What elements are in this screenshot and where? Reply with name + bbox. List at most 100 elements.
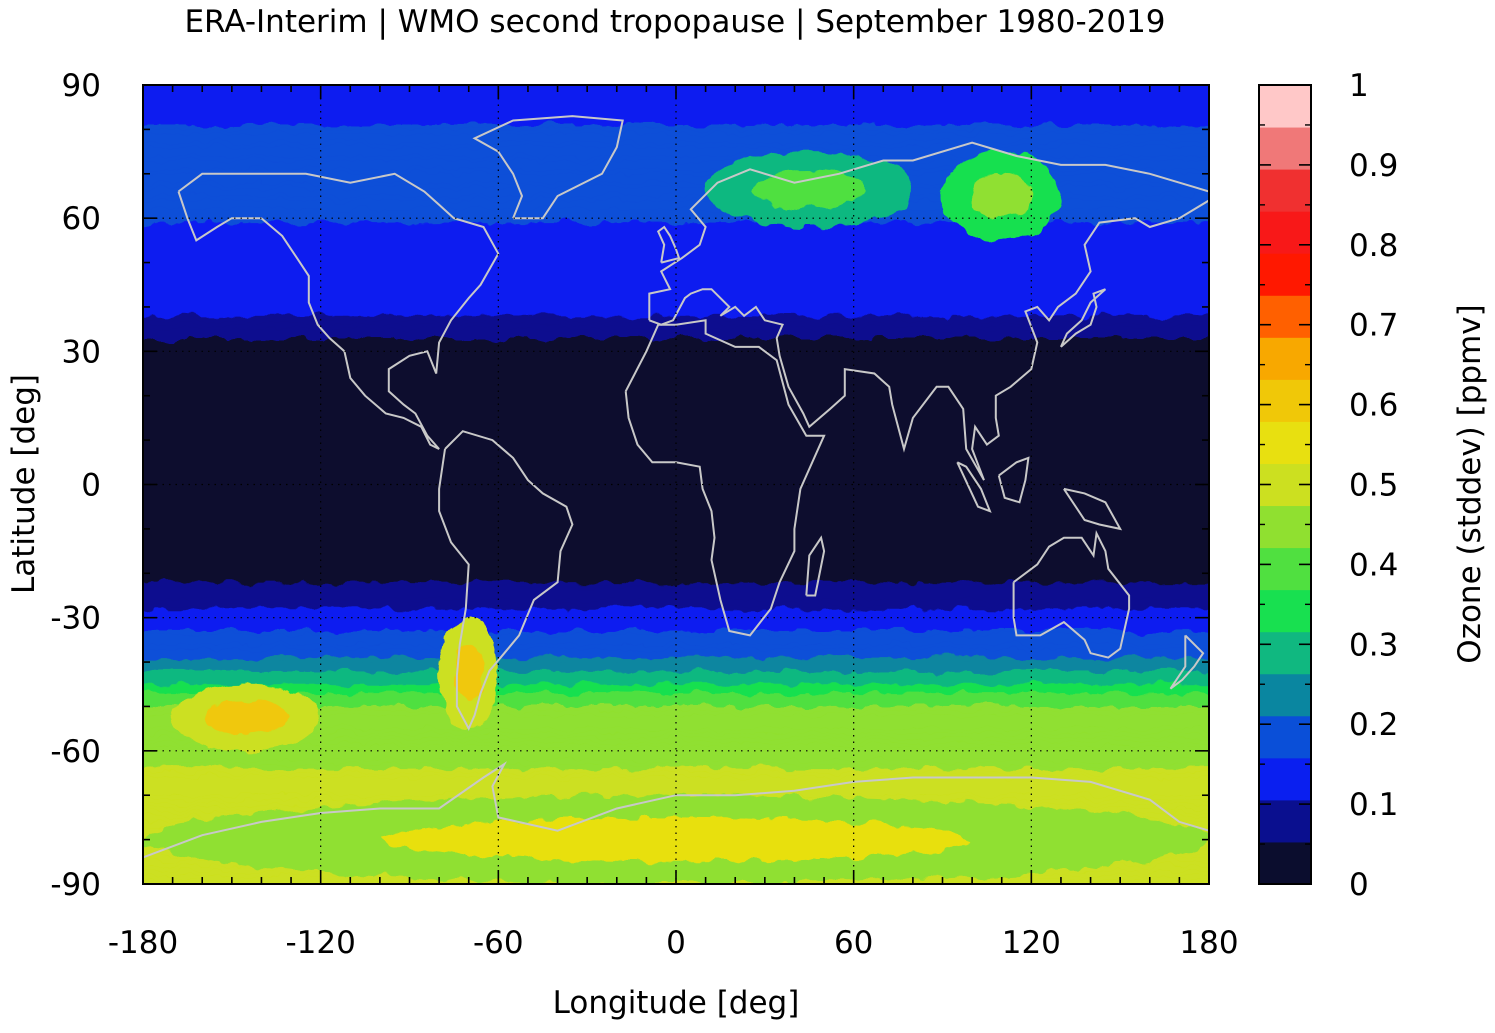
field-band [143,626,1209,632]
colorbar-segment [1259,799,1311,843]
field-band [143,475,1209,481]
field-band [143,364,1209,370]
field-band [143,684,1209,690]
colorbar-segment [1259,169,1311,212]
field-band [143,506,1209,512]
grid-lines [143,85,1209,884]
field-band [143,688,1209,694]
y-axis-label: Latitude [deg] [6,374,42,594]
field-band [143,182,1209,188]
field-band [143,595,1209,601]
y-tick-label: -90 [50,867,101,903]
coastline [1012,529,1131,659]
field-band [143,391,1209,397]
field-band [143,644,1209,650]
field-band [143,293,1209,299]
field-band [143,422,1209,428]
field-band [143,608,1209,614]
field-band [143,240,1209,246]
colorbar-tick-label: 0.2 [1349,707,1398,743]
field-band [143,750,1209,756]
field-band [143,568,1209,574]
field-band [143,702,1209,708]
field-band [143,346,1209,352]
colorbar-segment [1259,127,1311,170]
field-band [143,324,1209,330]
colorbar-tick-label: 0.9 [1349,148,1398,184]
field-band [143,764,1209,770]
field-region-core [205,700,288,735]
field-band [143,773,1209,779]
field-band [143,222,1209,228]
field-band [143,431,1209,437]
field-band [143,280,1209,286]
field-band [143,511,1209,517]
colorbar-tick-label: 0 [1349,867,1369,903]
field-band [143,693,1209,699]
field-band [143,630,1209,637]
field-band [143,559,1209,565]
field-band [143,591,1209,597]
x-tick-label: 0 [666,925,686,961]
field-band [143,515,1209,521]
field-band [143,262,1209,268]
field-band [143,209,1209,215]
colorbar-tick-label: 0.3 [1349,627,1398,663]
field-band [143,724,1209,730]
field-band [143,235,1209,241]
colorbar-segment [1259,757,1311,801]
field-band [143,768,1209,774]
field-band [143,373,1209,379]
field-band [143,413,1209,419]
field-band [143,404,1209,410]
colorbar-tick-label: 0.4 [1349,547,1398,583]
coastline [1169,634,1205,690]
field-band [143,790,1209,796]
field-band [143,169,1209,175]
field-band [143,741,1209,747]
field-band [143,639,1209,645]
field-band [123,888,1229,893]
field-band [143,107,1209,113]
field-band [143,617,1209,623]
field-band [143,528,1209,534]
field-band [143,448,1209,455]
field-band [123,76,1229,81]
field-band [143,142,1209,148]
coastline [997,456,1030,504]
field-band [143,670,1209,676]
colorbar-segment [1259,379,1311,422]
field-band [143,657,1209,663]
field-band [143,542,1209,548]
x-tick-label: -60 [473,925,524,961]
coastline [624,319,826,637]
colorbar-segment [1259,673,1311,717]
field-band [143,697,1209,703]
colorbar-segment [1259,337,1311,380]
colorbar-segment [1259,253,1311,296]
field-band [143,289,1209,295]
field-band [143,409,1209,415]
field-band [143,98,1209,104]
coastline [1059,288,1107,348]
coastline [177,172,500,450]
field-band [143,417,1209,423]
field-band [143,120,1209,126]
field-band [143,147,1209,153]
field-band [143,755,1209,761]
field-band [143,151,1209,157]
field-band [143,195,1209,202]
y-tick-label: 90 [62,68,101,104]
field-region-core [452,645,486,701]
colorbar-tick-label: 1 [1349,68,1369,104]
x-tick-label: -120 [285,925,355,961]
field-band [143,555,1209,561]
y-tick-label: 60 [62,201,101,237]
coastline [1063,487,1123,531]
x-tick-label: 120 [1002,925,1061,961]
field-region-core [969,173,1035,219]
field-band [143,582,1209,588]
field-band [143,666,1209,672]
field-band [143,586,1209,592]
coastline [472,115,624,220]
